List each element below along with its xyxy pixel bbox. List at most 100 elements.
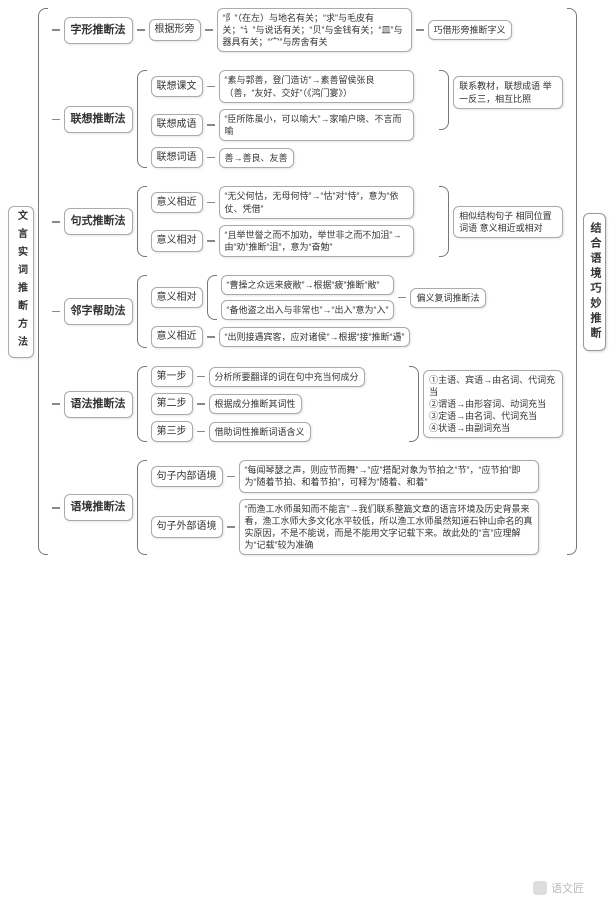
method-jushi: 句式推断法 意义相近 “无父何怙，无母何恃”→“怙”对“恃”，意为“依仗、凭借”… <box>52 186 564 257</box>
branches: 第一步 分析所要翻译的词在句中充当何成分 第二步 根据成分推断其词性 第三步 借… <box>151 366 406 443</box>
root-column: 文言实词推断方法 <box>8 8 34 555</box>
branches: 意义相近 “无父何怙，无母何恃”→“怙”对“恃”，意为“依仗、凭借” 意义相对 … <box>151 186 436 257</box>
method-linzi: 邻字帮助法 意义相对 “曹操之众远来疲敝”→根据“疲”推断“敝” “备他盗之出入… <box>52 275 564 348</box>
branch: 句子外部语境 “而渔工水师虽知而不能言”→我们联系整篇文章的语言环境及历史背景来… <box>151 499 564 556</box>
branch: 第二步 根据成分推断其词性 <box>151 393 406 415</box>
branch: 意义相近 “出则接遇宾客，应对诸侯”→根据“接”推断“遇” <box>151 326 564 348</box>
watermark: 语文匠 <box>533 880 584 896</box>
leaf-text: “出则接遇宾客，应对诸侯”→根据“接”推断“遇” <box>219 327 411 347</box>
leaf-text: 分析所要翻译的词在句中充当何成分 <box>209 367 365 387</box>
mindmap-canvas: 文言实词推断方法 字形推断法 根据形旁 “阝”（在左）与地名有关；“求”与毛皮有… <box>8 8 606 555</box>
connector <box>227 526 235 528</box>
branch: 意义相对 “且举世誉之而不加劝，举世非之而不加沮”→由“劝”推断“沮”，意为“奋… <box>151 225 436 257</box>
leaf-text: “而渔工水师虽知而不能言”→我们联系整篇文章的语言环境及历史背景来看，渔工水师大… <box>239 499 539 556</box>
branch: 第一步 分析所要翻译的词在句中充当何成分 <box>151 366 406 388</box>
method-ziying: 字形推断法 根据形旁 “阝”（在左）与地名有关；“求”与毛皮有关；“讠”与说话有… <box>52 8 564 52</box>
branch-label: 意义相近 <box>151 326 203 348</box>
connector <box>205 29 213 31</box>
leaf-text: “臣所陈虽小，可以喻大”→家喻户晓、不言而喻 <box>219 109 414 141</box>
summary-brace <box>567 8 577 555</box>
connector <box>207 202 215 204</box>
leaf-text: “素与郭善，登门造访”→素善留侯张良（善，“友好、交好”（《鸿门宴》） <box>219 70 414 102</box>
watermark-text: 语文匠 <box>551 880 584 896</box>
connector <box>207 86 215 88</box>
branch-label: 第二步 <box>151 393 193 415</box>
connector <box>398 297 406 299</box>
connector <box>207 124 215 126</box>
connector <box>52 507 60 509</box>
branches: 联想课文 “素与郭善，登门造访”→素善留侯张良（善，“友好、交好”（《鸿门宴》）… <box>151 70 436 168</box>
methods-column: 字形推断法 根据形旁 “阝”（在左）与地名有关；“求”与毛皮有关；“讠”与说话有… <box>52 8 564 555</box>
leaf-text: 根据成分推断其词性 <box>209 394 302 414</box>
method-yujing: 语境推断法 句子内部语境 “每闻琴瑟之声，则应节而舞”→“应”搭配对象为节拍之“… <box>52 460 564 555</box>
branch-label: 第一步 <box>151 366 193 388</box>
branch-label: 句子内部语境 <box>151 466 223 488</box>
connector <box>207 336 215 338</box>
connector <box>197 376 205 378</box>
note-item: ②谓语→由形容词、动词充当 <box>429 398 557 410</box>
branch-label: 第三步 <box>151 421 193 443</box>
connector <box>52 403 60 405</box>
brace-r <box>439 186 449 257</box>
connector <box>197 403 205 405</box>
branch-label: 意义相对 <box>151 230 203 252</box>
brace <box>207 275 217 320</box>
branch-label: 句子外部语境 <box>151 516 223 538</box>
branches: 句子内部语境 “每闻琴瑟之声，则应节而舞”→“应”搭配对象为节拍之“节”，“应节… <box>151 460 564 555</box>
method-label: 语法推断法 <box>64 391 133 418</box>
leaf-text: “每闻琴瑟之声，则应节而舞”→“应”搭配对象为节拍之“节”，“应节拍”即为“随着… <box>239 460 539 492</box>
method-label: 字形推断法 <box>64 17 133 44</box>
brace <box>137 366 147 443</box>
brace-r <box>439 70 449 130</box>
connector <box>52 311 60 313</box>
connector <box>416 29 424 31</box>
branch-label: 联想成语 <box>151 114 203 136</box>
note-text: 联系教材，联想成语 举一反三，相互比照 <box>453 76 563 108</box>
connector <box>207 240 215 242</box>
branch-label: 根据形旁 <box>149 19 201 41</box>
note-text: 相似结构句子 相同位置词语 意义相近或相对 <box>453 206 563 238</box>
leaf-text: 善→善良、友善 <box>219 148 294 168</box>
brace <box>137 186 147 257</box>
leaf-text: “无父何怙，无母何恃”→“怙”对“恃”，意为“依仗、凭借” <box>219 186 414 218</box>
note-item: ④状语→由副词充当 <box>429 422 557 434</box>
method-label: 联想推断法 <box>64 106 133 133</box>
method-lianxiang: 联想推断法 联想课文 “素与郭善，登门造访”→素善留侯张良（善，“友好、交好”（… <box>52 70 564 168</box>
branch-label: 意义相对 <box>151 287 203 309</box>
sub-branches: “曹操之众远来疲敝”→根据“疲”推断“敝” “备他盗之出入与非常也”→“出入”意… <box>221 275 395 320</box>
brace <box>137 70 147 168</box>
branch-label: 联想课文 <box>151 76 203 98</box>
leaf-text: “曹操之众远来疲敝”→根据“疲”推断“敝” <box>221 275 395 295</box>
note-item: ①主语、宾语→由名词、代词充当 <box>429 374 557 398</box>
connector <box>52 221 60 223</box>
method-label: 邻字帮助法 <box>64 298 133 325</box>
connector <box>197 431 205 433</box>
note-item: ③定语→由名词、代词充当 <box>429 410 557 422</box>
branch: 联想成语 “臣所陈虽小，可以喻大”→家喻户晓、不言而喻 <box>151 109 436 141</box>
connector <box>227 476 235 478</box>
branch: 意义相近 “无父何怙，无母何恃”→“怙”对“恃”，意为“依仗、凭借” <box>151 186 436 218</box>
leaf-text: 借助词性推断词语含义 <box>209 422 311 442</box>
branch: 联想课文 “素与郭善，登门造访”→素善留侯张良（善，“友好、交好”（《鸿门宴》） <box>151 70 436 102</box>
branch-label: 意义相近 <box>151 192 203 214</box>
root-node: 文言实词推断方法 <box>8 206 34 358</box>
note-text: 偏义复词推断法 <box>410 288 485 308</box>
watermark-icon <box>533 881 547 895</box>
connector <box>52 29 60 31</box>
summary-column: 结合语境巧妙推断 <box>583 8 606 555</box>
connector <box>207 157 215 159</box>
connector <box>137 29 145 31</box>
root-brace <box>38 8 48 555</box>
leaf-text: “且举世誉之而不加劝，举世非之而不加沮”→由“劝”推断“沮”，意为“奋勉” <box>219 225 414 257</box>
branch-label: 联想词语 <box>151 147 203 169</box>
method-label: 句式推断法 <box>64 208 133 235</box>
branch: 意义相对 “曹操之众远来疲敝”→根据“疲”推断“敝” “备他盗之出入与非常也”→… <box>151 275 564 320</box>
note-text: 巧借形旁推断字义 <box>428 20 512 40</box>
branch: 句子内部语境 “每闻琴瑟之声，则应节而舞”→“应”搭配对象为节拍之“节”，“应节… <box>151 460 564 492</box>
brace <box>137 460 147 555</box>
leaf-text: “备他盗之出入与非常也”→“出入”意为“入” <box>221 300 395 320</box>
leaf-text: “阝”（在左）与地名有关；“求”与毛皮有关；“讠”与说话有关；“贝”与金钱有关；… <box>217 8 412 52</box>
branches: 意义相对 “曹操之众远来疲敝”→根据“疲”推断“敝” “备他盗之出入与非常也”→… <box>151 275 564 348</box>
branch: 第三步 借助词性推断词语含义 <box>151 421 406 443</box>
method-label: 语境推断法 <box>64 494 133 521</box>
